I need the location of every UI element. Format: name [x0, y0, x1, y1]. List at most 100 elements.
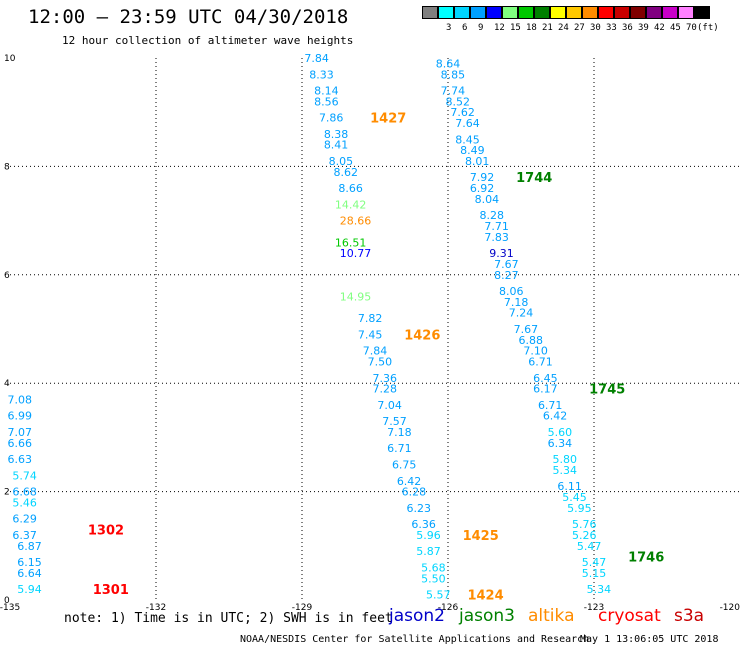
legend-swatch — [678, 6, 694, 19]
swh-value: 5.15 — [582, 567, 607, 580]
swh-value: 6.71 — [528, 356, 553, 369]
chart-title: 12:00 – 23:59 UTC 04/30/2018 — [28, 6, 349, 28]
x-tick-label: -135 — [0, 603, 20, 613]
swh-value: 8.33 — [309, 68, 334, 81]
swh-value: 5.57 — [426, 589, 451, 602]
legend-swatch — [694, 6, 710, 19]
legend-label: 39 — [638, 23, 649, 33]
pass-label: 1744 — [516, 171, 552, 186]
swh-value: 14.95 — [340, 290, 372, 303]
swh-value: 9.31 — [489, 247, 514, 260]
swh-value: 6.37 — [12, 529, 37, 542]
swh-value: 7.57 — [382, 415, 407, 428]
swh-value: 6.99 — [7, 410, 32, 423]
footnote: note: 1) Time is in UTC; 2) SWH is in fe… — [64, 611, 393, 626]
swh-value: 7.67 — [494, 258, 519, 271]
chart-subtitle: 12 hour collection of altimeter wave hei… — [62, 34, 354, 47]
satellite-s3a: s3a — [674, 606, 705, 626]
swh-value: 8.01 — [465, 155, 490, 168]
swh-value: 8.52 — [445, 95, 470, 108]
swh-value: 5.45 — [562, 491, 587, 504]
swh-value: 14.42 — [335, 198, 367, 211]
swh-value: 8.06 — [499, 285, 524, 298]
legend-label: 27 — [574, 23, 585, 33]
swh-value: 8.04 — [475, 193, 500, 206]
swh-value: 8.27 — [494, 269, 519, 282]
swh-value: 8.64 — [436, 57, 461, 70]
legend-label: 6 — [462, 23, 468, 33]
legend-label: 3 — [446, 23, 452, 33]
swh-value: 7.07 — [7, 426, 32, 439]
credit-line: NOAA/NESDIS Center for Satellite Applica… — [240, 634, 590, 645]
swh-value: 7.50 — [368, 356, 393, 369]
swh-value: 6.42 — [397, 475, 422, 488]
legend-label: 70 — [686, 23, 697, 33]
pass-label: 1426 — [404, 328, 440, 343]
swh-value: 5.46 — [12, 496, 37, 509]
swh-value: 8.05 — [329, 155, 354, 168]
legend-label: 45 — [670, 23, 681, 33]
swh-value: 7.82 — [358, 312, 383, 325]
swh-value: 8.41 — [324, 139, 349, 152]
pass-label: 1424 — [467, 589, 503, 604]
satellite-cryosat: cryosat — [598, 606, 661, 626]
swh-value: 7.64 — [455, 117, 480, 130]
legend-unit: (ft) — [697, 23, 719, 33]
pass-label: 1302 — [88, 524, 124, 539]
legend-swatch — [454, 6, 470, 19]
swh-value: 6.28 — [402, 486, 427, 499]
swh-value: 6.71 — [387, 442, 412, 455]
x-tick-label: -129 — [292, 603, 313, 613]
x-tick-label: -132 — [146, 603, 166, 613]
swh-value: 7.36 — [372, 372, 397, 385]
swh-value: 6.63 — [7, 453, 32, 466]
legend-swatch — [486, 6, 502, 19]
swh-value: 6.11 — [557, 480, 582, 493]
legend-label: 36 — [622, 23, 633, 33]
swh-value: 5.47 — [582, 556, 607, 569]
swh-value: 7.86 — [319, 112, 344, 125]
legend-swatch — [614, 6, 630, 19]
swh-value: 6.23 — [407, 502, 432, 515]
legend-swatch — [422, 6, 438, 19]
y-tick-label: 10 — [4, 54, 16, 64]
swh-value: 8.85 — [441, 68, 466, 81]
y-tick-label: 4 — [4, 379, 10, 389]
swh-value: 7.62 — [450, 106, 475, 119]
legend-swatch — [502, 6, 518, 19]
legend-label: 30 — [590, 23, 601, 33]
legend-label: 24 — [558, 23, 569, 33]
swh-value: 6.42 — [543, 410, 568, 423]
swh-value: 7.10 — [523, 345, 548, 358]
swh-value: 5.80 — [553, 453, 578, 466]
swh-value: 6.17 — [533, 383, 558, 396]
swh-value: 8.45 — [455, 133, 480, 146]
swh-value: 8.56 — [314, 95, 339, 108]
swh-value: 7.08 — [7, 393, 32, 406]
y-tick-label: 6 — [4, 271, 10, 281]
swh-value: 5.50 — [421, 572, 446, 585]
legend-swatch — [566, 6, 582, 19]
pass-label: 1425 — [463, 529, 499, 544]
swh-value: 8.38 — [324, 128, 349, 141]
swh-value: 5.47 — [577, 540, 602, 553]
swh-value: 5.34 — [587, 583, 612, 596]
swh-value: 5.68 — [421, 561, 446, 574]
swh-value: 6.64 — [17, 567, 42, 580]
satellite-altika: altika — [528, 606, 575, 626]
legend-swatch — [646, 6, 662, 19]
legend-swatch — [518, 6, 534, 19]
swh-value: 10.77 — [340, 247, 372, 260]
legend-label: 9 — [478, 23, 484, 33]
swh-value: 5.34 — [553, 464, 578, 477]
legend-swatch — [662, 6, 678, 19]
swh-value: 7.24 — [509, 307, 534, 320]
swh-value: 6.71 — [538, 399, 563, 412]
legend-label: 21 — [542, 23, 553, 33]
x-tick-label: -120 — [720, 603, 740, 613]
swh-value: 6.68 — [12, 486, 37, 499]
swh-value: 5.74 — [12, 469, 37, 482]
swh-value: 5.96 — [416, 529, 441, 542]
swh-value: 7.18 — [504, 296, 529, 309]
pass-label: 1427 — [370, 112, 406, 127]
